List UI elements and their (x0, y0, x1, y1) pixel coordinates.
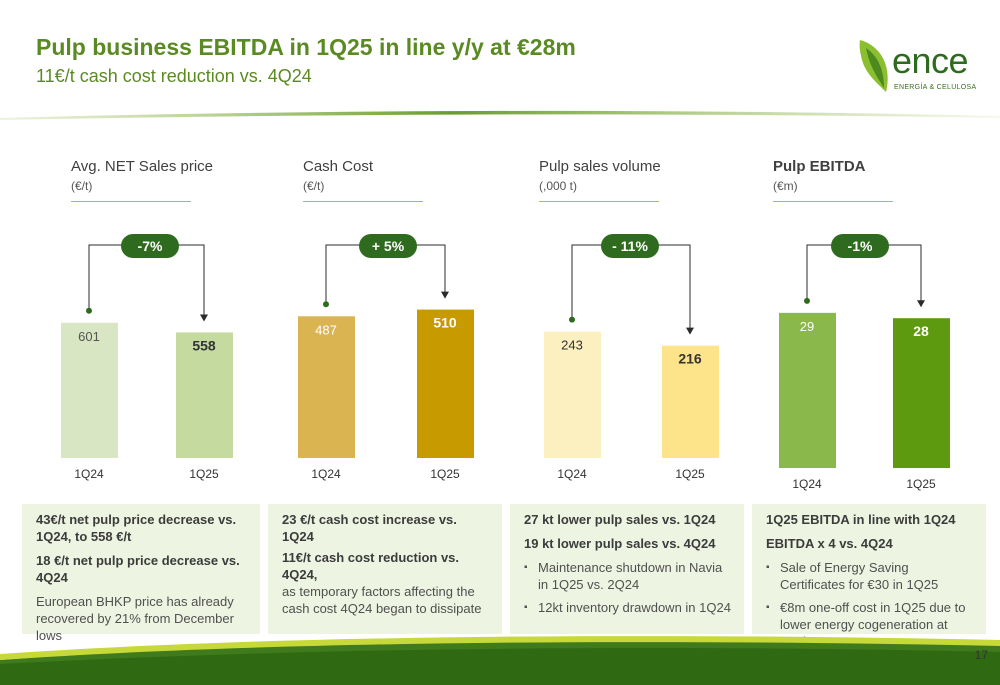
connector-dot (86, 307, 92, 314)
category-label: 1Q25 (906, 477, 936, 491)
category-label: 1Q24 (311, 467, 341, 481)
panel-title: Cash Cost (303, 158, 374, 175)
data-label: 510 (433, 315, 457, 331)
change-pill (601, 234, 659, 258)
bold-point: 18 €/t net pulp price decrease vs. 4Q24 (36, 553, 240, 585)
change-pill (831, 234, 889, 258)
bar-1q25 (417, 309, 474, 458)
panel-underline (303, 201, 423, 202)
bold-point: 43€/t net pulp price decrease vs. 1Q24, … (36, 512, 237, 544)
data-label: 243 (561, 338, 583, 353)
bar-1q24 (779, 312, 836, 468)
data-label: 558 (192, 337, 216, 353)
data-label: 28 (913, 323, 929, 339)
change-label: + 5% (372, 238, 405, 254)
panel-underline (71, 201, 191, 202)
bar-1q24 (544, 331, 601, 458)
bar-1q25 (176, 332, 233, 458)
change-label: - 11% (612, 238, 648, 254)
bullet-list: Maintenance shutdown in Navia in 1Q25 vs… (524, 559, 734, 616)
page-number: 17 (974, 648, 988, 662)
bar-1q24 (298, 316, 355, 458)
panel-title: Pulp sales volume (539, 158, 661, 175)
panel-head-ebitda: Pulp EBITDA (€m) (773, 158, 963, 202)
bold-point: 19 kt lower pulp sales vs. 4Q24 (524, 536, 716, 551)
change-label: -7% (138, 238, 163, 254)
panel-unit: (,000 t) (539, 179, 578, 193)
bold-point: 11€/t cash cost reduction vs. 4Q24, (282, 550, 460, 582)
bar-1q24 (61, 322, 118, 458)
text-box-cash-cost: 23 €/t cash cost increase vs. 1Q24 11€/t… (268, 504, 502, 634)
title-divider (0, 110, 1000, 120)
leaf-icon (859, 40, 888, 92)
page-subtitle: 11€/t cash cost reduction vs. 4Q24 (36, 66, 312, 86)
logo-tagline: ENERGÍA & CELULOSA (894, 84, 977, 91)
change-pill (121, 234, 179, 258)
connector-dot (323, 301, 329, 308)
connector-arrow (917, 300, 925, 308)
note-text: European BHKP price has already recovere… (36, 594, 234, 643)
bold-point: 27 kt lower pulp sales vs. 1Q24 (524, 512, 716, 527)
category-label: 1Q24 (74, 467, 104, 481)
panel-unit: (€/t) (71, 179, 93, 193)
panel-unit: (€/t) (303, 179, 325, 193)
page-title: Pulp business EBITDA in 1Q25 in line y/y… (36, 34, 576, 60)
bullet-item: Maintenance shutdown in Navia in 1Q25 vs… (524, 559, 734, 593)
text-box-volume: 27 kt lower pulp sales vs. 1Q24 19 kt lo… (510, 504, 744, 634)
data-label: 601 (78, 329, 100, 344)
bullet-item: Sale of Energy Saving Certificates for €… (766, 559, 976, 593)
change-label: -1% (848, 238, 873, 254)
panel-underline (773, 201, 893, 202)
text-box-ebitda: 1Q25 EBITDA in line with 1Q24 EBITDA x 4… (752, 504, 986, 649)
category-label: 1Q25 (430, 467, 460, 481)
panel-title: Pulp EBITDA (773, 158, 866, 175)
panel-underline (539, 201, 659, 202)
footer-swoosh (0, 636, 1000, 685)
note-text: as temporary factors affecting the cash … (282, 584, 482, 616)
category-label: 1Q24 (792, 477, 822, 491)
data-label: 216 (678, 351, 702, 367)
logo-wordmark: ence (892, 40, 969, 81)
category-label: 1Q24 (557, 467, 587, 481)
ence-logo: ence ENERGÍA & CELULOSA (856, 38, 986, 98)
bar-1q25 (662, 345, 719, 458)
panel-head-volume: Pulp sales volume (,000 t) (539, 158, 729, 202)
bar-charts: 601 1Q24 558 1Q25 -7% 487 1Q24 510 1Q25 + 5% 243 1Q… (61, 234, 950, 491)
bold-point: 1Q25 EBITDA in line with 1Q24 (766, 512, 956, 527)
bar-1q25 (893, 318, 950, 468)
bold-point: 23 €/t cash cost increase vs. 1Q24 (282, 512, 457, 544)
data-label: 29 (800, 319, 814, 334)
connector-arrow (200, 314, 208, 322)
panel-head-cash-cost: Cash Cost (€/t) (303, 158, 493, 202)
panel-head-price: Avg. NET Sales price (€/t) (71, 158, 261, 202)
panel-title: Avg. NET Sales price (71, 158, 214, 175)
text-box-price: 43€/t net pulp price decrease vs. 1Q24, … (22, 504, 260, 643)
connector-dot (804, 297, 810, 304)
connector-dot (569, 316, 575, 323)
category-label: 1Q25 (675, 467, 705, 481)
data-label: 487 (315, 322, 337, 337)
bold-point: EBITDA x 4 vs. 4Q24 (766, 536, 893, 551)
bullet-item: 12kt inventory drawdown in 1Q24 (524, 599, 734, 616)
category-label: 1Q25 (189, 467, 219, 481)
change-pill (359, 234, 417, 258)
connector-arrow (686, 327, 694, 335)
connector-arrow (441, 291, 449, 299)
change-connector (571, 244, 691, 332)
panel-unit: (€m) (773, 179, 798, 193)
